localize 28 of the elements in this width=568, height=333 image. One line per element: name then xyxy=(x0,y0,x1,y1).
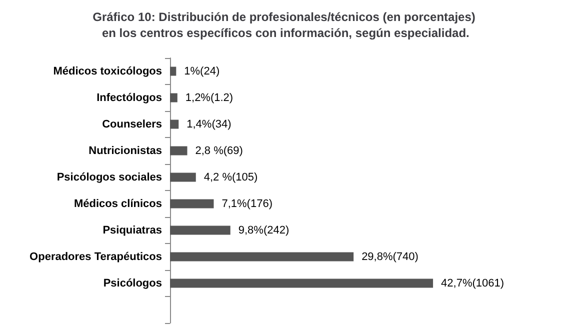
y-tick-label: Médicos clínicos xyxy=(74,198,162,210)
y-tick-label: Counselers xyxy=(102,118,162,130)
y-tick-label: Psicólogos xyxy=(103,277,162,290)
y-tick-label: Médicos toxicólogos xyxy=(53,65,162,78)
data-label: 29,8%(740) xyxy=(362,250,418,263)
y-tick-label: Infectólogos xyxy=(96,92,162,104)
chart-title: Gráfico 10: Distribución de profesionales/técnicos (en porcentajes) en los centros específicos con información, según especialidad. xyxy=(92,10,476,40)
data-label: 1%(24) xyxy=(184,65,220,78)
y-tick-label: Operadores Terapéuticos xyxy=(30,250,162,263)
bar xyxy=(170,146,188,156)
data-label: 7,1%(176) xyxy=(222,198,272,210)
bar xyxy=(170,199,214,208)
bar xyxy=(170,120,179,129)
bar xyxy=(170,172,196,182)
y-tick-label: Psicólogos sociales xyxy=(56,171,162,184)
bar xyxy=(170,93,178,102)
data-label: 1,2%(1.2) xyxy=(185,92,234,104)
y-tick-label: Nutricionistas xyxy=(88,144,162,157)
data-label: 2,8 %(69) xyxy=(195,144,243,157)
bar xyxy=(170,252,354,262)
y-tick-label: Psiquiatras xyxy=(102,224,162,236)
data-label: 4,2 %(105) xyxy=(204,171,258,184)
data-label: 9,8%(242) xyxy=(238,224,290,236)
bar xyxy=(170,66,176,76)
bar xyxy=(170,278,434,288)
data-label: 1,4%(34) xyxy=(186,118,232,130)
data-label: 42,7%(1061) xyxy=(441,277,504,290)
bar xyxy=(170,226,230,235)
